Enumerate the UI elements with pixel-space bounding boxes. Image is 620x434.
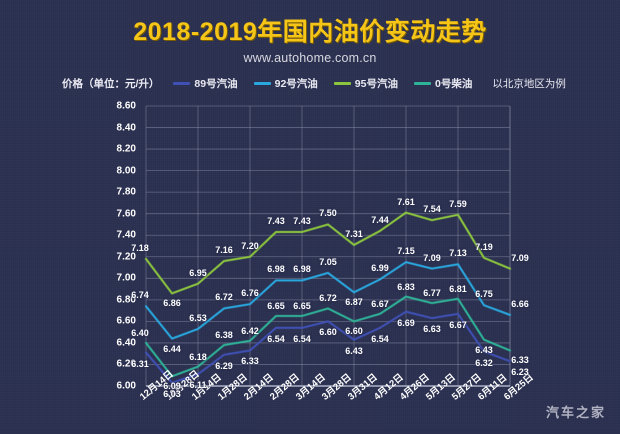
data-point-label: 7.44	[371, 214, 389, 225]
y-axis-tick: 6.40	[116, 337, 136, 349]
legend-label-92: 92号汽油	[274, 78, 318, 90]
data-point-label: 7.20	[241, 240, 259, 251]
data-point-label: 7.13	[449, 248, 467, 259]
y-axis-tick: 8.40	[116, 122, 136, 134]
data-point-label: 6.63	[423, 324, 441, 335]
legend-label-diesel: 0号柴油	[434, 78, 473, 90]
y-axis-tick: 7.60	[116, 208, 136, 220]
data-point-label: 6.42	[241, 325, 259, 336]
data-point-label: 6.67	[371, 298, 389, 309]
data-point-label: 6.83	[397, 281, 415, 292]
data-point-label: 6.72	[319, 293, 337, 304]
data-point-label: 6.23	[511, 367, 529, 378]
data-point-label: 7.31	[345, 228, 363, 239]
data-point-label: 7.05	[319, 256, 337, 267]
legend-item-diesel[interactable]: 0号柴油	[413, 76, 473, 91]
data-point-label: 6.54	[267, 333, 285, 344]
data-point-label: 6.77	[423, 288, 441, 299]
data-point-label: 7.61	[397, 196, 415, 207]
data-point-label: 6.54	[293, 333, 311, 344]
data-point-label: 6.98	[293, 264, 311, 275]
data-point-label: 6.86	[163, 298, 181, 309]
data-point-label: 6.33	[511, 355, 529, 366]
data-point-label: 7.59	[449, 198, 467, 209]
y-axis-tick: 7.20	[116, 251, 136, 263]
data-point-label: 6.11	[189, 380, 207, 391]
y-axis-tick: 8.60	[116, 100, 136, 112]
data-point-label: 6.81	[449, 283, 467, 294]
data-point-label: 7.43	[293, 216, 311, 226]
data-point-label: 6.74	[131, 290, 149, 301]
data-point-label: 6.75	[475, 289, 493, 300]
chart-legend: 价格（单位：元/升） 89号汽油 92号汽油 95号汽油 0号柴油 以北京地区为…	[62, 76, 566, 91]
page-title: 2018-2019年国内油价变动走势	[133, 18, 487, 46]
legend-region-note: 以北京地区为例	[492, 78, 566, 90]
legend-item-92[interactable]: 92号汽油	[253, 76, 318, 91]
data-point-label: 7.50	[319, 208, 337, 219]
watermark: 汽车之家	[545, 405, 606, 420]
legend-label-89: 89号汽油	[194, 78, 238, 90]
legend-item-95[interactable]: 95号汽油	[333, 76, 398, 91]
data-point-label: 6.69	[397, 317, 415, 328]
legend-swatch-92	[253, 82, 271, 85]
y-axis-tick: 8.20	[116, 143, 136, 155]
y-axis-tick: 8.00	[116, 165, 136, 177]
data-point-label: 6.87	[345, 297, 363, 308]
y-axis-tick: 6.20	[116, 358, 136, 370]
legend-swatch-95	[333, 82, 351, 85]
data-point-label: 6.03	[163, 388, 181, 399]
data-point-label: 6.67	[449, 319, 467, 330]
data-point-label: 6.44	[163, 343, 181, 354]
y-axis-tick: 6.80	[116, 294, 136, 306]
data-point-label: 6.40	[131, 327, 149, 338]
data-point-label: 6.18	[189, 351, 207, 362]
data-point-label: 6.65	[293, 301, 311, 311]
data-point-label: 6.29	[215, 360, 233, 371]
data-point-label: 6.43	[345, 345, 363, 356]
data-point-label: 7.43	[267, 216, 285, 226]
data-point-label: 6.43	[475, 344, 493, 355]
data-point-label: 6.65	[267, 301, 285, 311]
data-point-label: 6.09	[163, 381, 181, 392]
data-point-label: 6.76	[241, 288, 259, 299]
data-point-label: 6.31	[131, 358, 149, 369]
data-point-label: 6.99	[371, 263, 389, 274]
data-point-label: 6.32	[475, 357, 493, 368]
data-point-label: 7.09	[511, 252, 529, 263]
data-point-label: 6.60	[319, 327, 337, 338]
y-axis-tick: 7.80	[116, 186, 136, 198]
data-point-label: 6.66	[511, 298, 529, 309]
y-axis-tick: 7.40	[116, 229, 136, 241]
data-point-label: 6.54	[371, 333, 389, 344]
data-point-label: 7.54	[423, 204, 441, 215]
legend-swatch-diesel	[413, 82, 431, 85]
data-point-label: 6.60	[345, 326, 363, 337]
y-axis-tick: 6.60	[116, 315, 136, 327]
data-point-label: 6.33	[241, 356, 259, 367]
data-point-label: 6.38	[215, 330, 233, 341]
legend-swatch-89	[173, 82, 191, 85]
data-point-label: 7.18	[131, 242, 149, 253]
data-point-label: 6.98	[267, 264, 285, 275]
title-block: 2018-2019年国内油价变动走势 www.autohome.com.cn	[0, 12, 620, 65]
data-point-label: 6.95	[189, 267, 207, 278]
legend-units-label: 价格（单位：元/升）	[62, 78, 160, 90]
site-url: www.autohome.com.cn	[243, 51, 377, 65]
legend-item-89[interactable]: 89号汽油	[173, 76, 238, 91]
data-point-label: 7.16	[215, 245, 233, 256]
data-point-label: 6.53	[189, 312, 207, 323]
data-point-label: 7.15	[397, 246, 415, 257]
y-axis-tick: 6.00	[116, 380, 136, 392]
data-point-label: 7.19	[475, 241, 493, 252]
legend-label-95: 95号汽油	[354, 78, 398, 90]
data-point-label: 6.72	[215, 292, 233, 303]
data-point-label: 7.09	[423, 252, 441, 263]
y-axis-tick: 7.00	[116, 272, 136, 284]
